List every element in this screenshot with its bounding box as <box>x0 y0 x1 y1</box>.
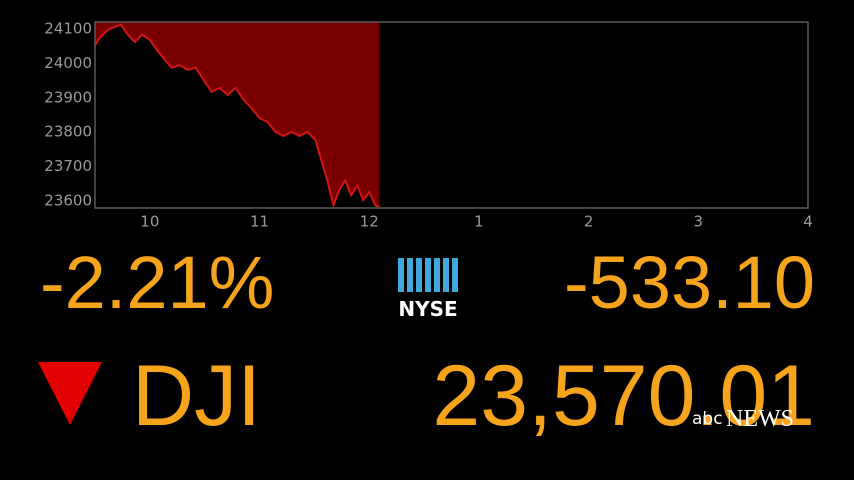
down-arrow <box>38 362 102 425</box>
exchange-name: NYSE <box>398 297 457 321</box>
exchange-logo: NYSE <box>398 258 458 321</box>
change-percent: -2.21% <box>40 241 274 324</box>
line <box>94 23 380 209</box>
plot-area <box>94 22 380 209</box>
x-tick-label: 2 <box>584 213 594 231</box>
x-tick-label: 4 <box>803 213 813 231</box>
x-tick-label: 12 <box>360 213 379 231</box>
plot-frame <box>94 21 809 209</box>
y-tick-label: 24100 <box>44 19 92 37</box>
y-tick-label: 24000 <box>44 54 92 72</box>
y-tick-label: 23700 <box>44 157 92 175</box>
y-tick-label: 23900 <box>44 88 92 106</box>
y-tick-label: 23800 <box>44 123 92 141</box>
x-tick-label: 3 <box>694 213 704 231</box>
y-tick-label: 23600 <box>44 192 92 210</box>
watermark-news: NEWS <box>726 406 794 432</box>
symbol: DJI <box>132 348 261 444</box>
x-tick-label: 10 <box>140 213 159 231</box>
area <box>95 22 380 207</box>
watermark-abc: abc <box>692 409 723 429</box>
x-tick-label: 1 <box>474 213 484 231</box>
price: 23,570.01 <box>432 348 815 444</box>
x-tick-label: 11 <box>250 213 269 231</box>
change-points: -533.10 <box>564 241 815 324</box>
